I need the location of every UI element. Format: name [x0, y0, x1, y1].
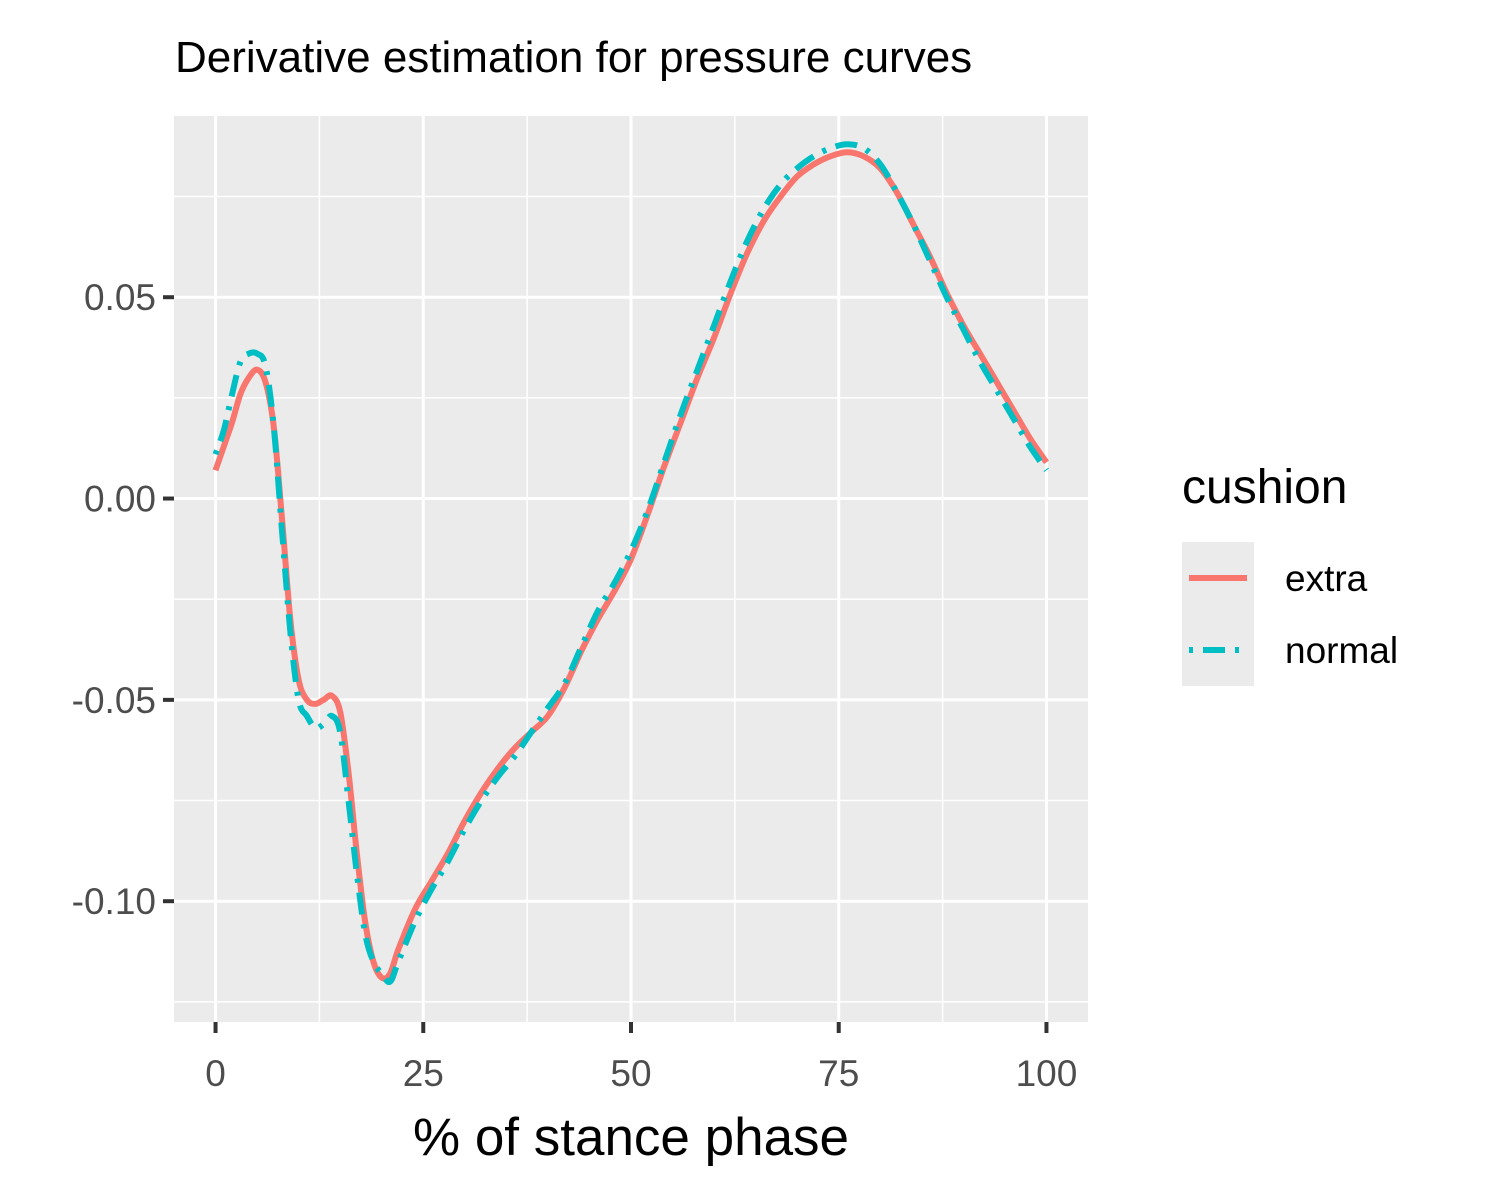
y-tick-label: 0.00: [84, 479, 156, 520]
x-tick-label: 75: [818, 1053, 859, 1094]
x-tick-label: 100: [1016, 1053, 1078, 1094]
chart-title: Derivative estimation for pressure curve…: [175, 33, 972, 82]
series-line-normal: [212, 141, 1049, 985]
legend-label-normal: normal: [1285, 630, 1398, 671]
x-tick-label: 25: [403, 1053, 444, 1094]
legend-title: cushion: [1182, 461, 1347, 514]
legend-key-background: [1182, 542, 1254, 686]
y-axis: 0.05 0.00 -0.05 -0.10: [72, 277, 174, 922]
y-tick-label: -0.05: [72, 680, 156, 721]
y-tick-label: -0.10: [72, 881, 156, 922]
x-axis-title: % of stance phase: [413, 1108, 849, 1167]
x-tick-label: 0: [205, 1053, 226, 1094]
y-tick-label: 0.05: [84, 277, 156, 318]
series-lines: [212, 141, 1049, 985]
legend: cushion extra normal: [1182, 461, 1398, 686]
x-tick-label: 50: [610, 1053, 651, 1094]
x-axis: 0 25 50 75 100: [205, 1022, 1077, 1094]
legend-label-extra: extra: [1285, 558, 1368, 599]
major-gridlines: [174, 116, 1088, 1022]
